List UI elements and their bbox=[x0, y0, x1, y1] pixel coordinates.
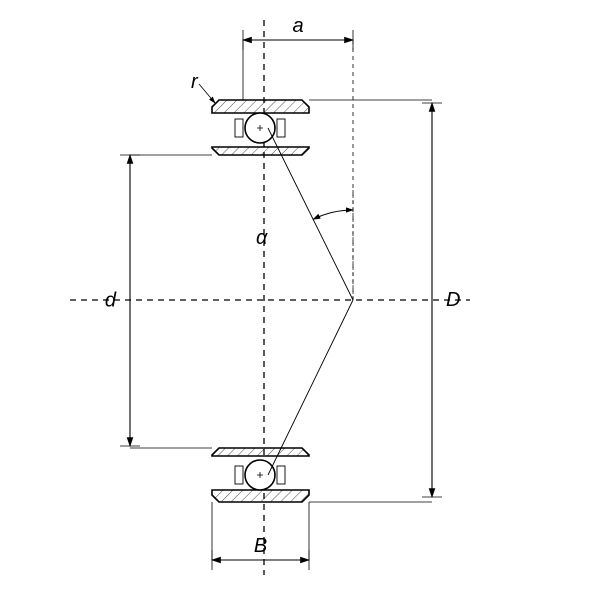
alpha-label: α bbox=[256, 227, 268, 249]
dim-B-label: B bbox=[254, 535, 267, 557]
r-label: r bbox=[191, 71, 199, 93]
contact-line-upper bbox=[268, 128, 353, 300]
r-leader bbox=[199, 84, 215, 103]
bearing-diagram: a Bd Dα r bbox=[0, 0, 600, 600]
dim-a-label: a bbox=[292, 15, 303, 37]
bearing-lower bbox=[212, 448, 309, 502]
dim-D-label: D bbox=[446, 289, 460, 311]
contact-line-lower bbox=[268, 300, 353, 475]
alpha-arc bbox=[313, 210, 353, 219]
bearing-upper bbox=[212, 100, 309, 155]
dim-d-label: d bbox=[105, 290, 117, 312]
